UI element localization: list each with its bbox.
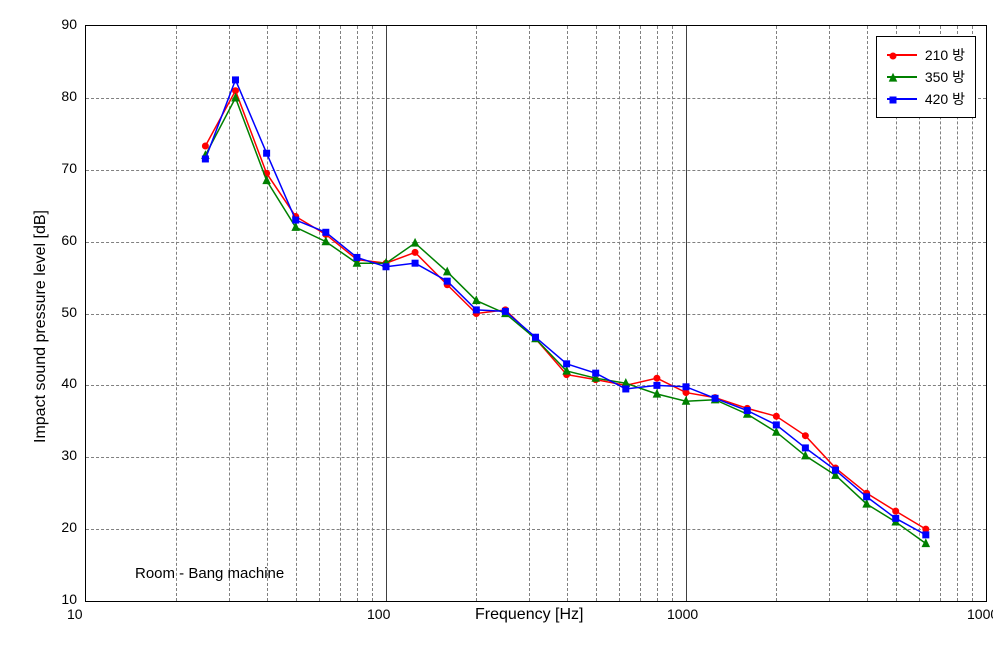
series-marker: [773, 422, 779, 428]
y-tick-label: 60: [61, 232, 77, 248]
legend-item: 420 방: [887, 89, 965, 109]
series-marker: [383, 264, 389, 270]
y-tick-label: 50: [61, 304, 77, 320]
legend-swatch: [887, 94, 917, 104]
y-axis-label: Impact sound pressure level [dB]: [32, 209, 50, 442]
series-marker: [293, 217, 299, 223]
plot-area: 210 방350 방420 방: [85, 25, 987, 602]
y-tick-label: 80: [61, 88, 77, 104]
x-tick-label: 1000: [667, 606, 698, 622]
series-marker: [473, 307, 479, 313]
series-marker: [832, 467, 838, 473]
series-marker: [444, 278, 450, 284]
legend-item: 210 방: [887, 45, 965, 65]
series-marker: [893, 508, 899, 514]
x-axis-label: Frequency [Hz]: [475, 606, 583, 624]
series-marker: [232, 77, 238, 83]
legend-label: 420 방: [925, 89, 965, 109]
series-marker: [683, 390, 689, 396]
chart-annotation: Room - Bang machine: [135, 565, 284, 582]
x-tick-label: 10000: [967, 606, 993, 622]
series-marker: [712, 395, 718, 401]
series-marker: [893, 515, 899, 521]
series-marker: [683, 384, 689, 390]
y-tick-label: 30: [61, 447, 77, 463]
series-marker: [923, 532, 929, 538]
y-tick-label: 90: [61, 16, 77, 32]
series-marker: [202, 156, 208, 162]
series-marker: [412, 260, 418, 266]
legend: 210 방350 방420 방: [876, 36, 976, 118]
series-marker: [864, 494, 870, 500]
y-tick-label: 20: [61, 519, 77, 535]
x-tick-label: 100: [367, 606, 390, 622]
series-marker: [564, 361, 570, 367]
series-marker: [532, 334, 538, 340]
legend-label: 210 방: [925, 45, 965, 65]
series-marker: [354, 254, 360, 260]
series-marker: [922, 539, 929, 546]
series-line: [205, 80, 925, 535]
series-canvas: [86, 26, 986, 601]
series-marker: [264, 150, 270, 156]
series-line: [205, 98, 925, 544]
y-tick-label: 40: [61, 375, 77, 391]
legend-item: 350 방: [887, 67, 965, 87]
series-marker: [202, 143, 208, 149]
series-marker: [412, 249, 418, 255]
line-chart: 210 방350 방420 방 Impact sound pressure le…: [10, 10, 993, 659]
series-marker: [802, 433, 808, 439]
y-tick-label: 10: [61, 591, 77, 607]
series-marker: [502, 308, 508, 314]
x-tick-label: 10: [67, 606, 83, 622]
series-marker: [593, 370, 599, 376]
series-marker: [802, 445, 808, 451]
series-marker: [323, 229, 329, 235]
series-marker: [773, 413, 779, 419]
legend-swatch: [887, 50, 917, 60]
series-marker: [412, 239, 419, 246]
series-marker: [773, 428, 780, 435]
series-marker: [802, 452, 809, 459]
series-marker: [654, 382, 660, 388]
series-marker: [654, 375, 660, 381]
legend-swatch: [887, 72, 917, 82]
y-tick-label: 70: [61, 160, 77, 176]
series-marker: [923, 526, 929, 532]
series-marker: [623, 386, 629, 392]
legend-label: 350 방: [925, 67, 965, 87]
series-marker: [744, 408, 750, 414]
